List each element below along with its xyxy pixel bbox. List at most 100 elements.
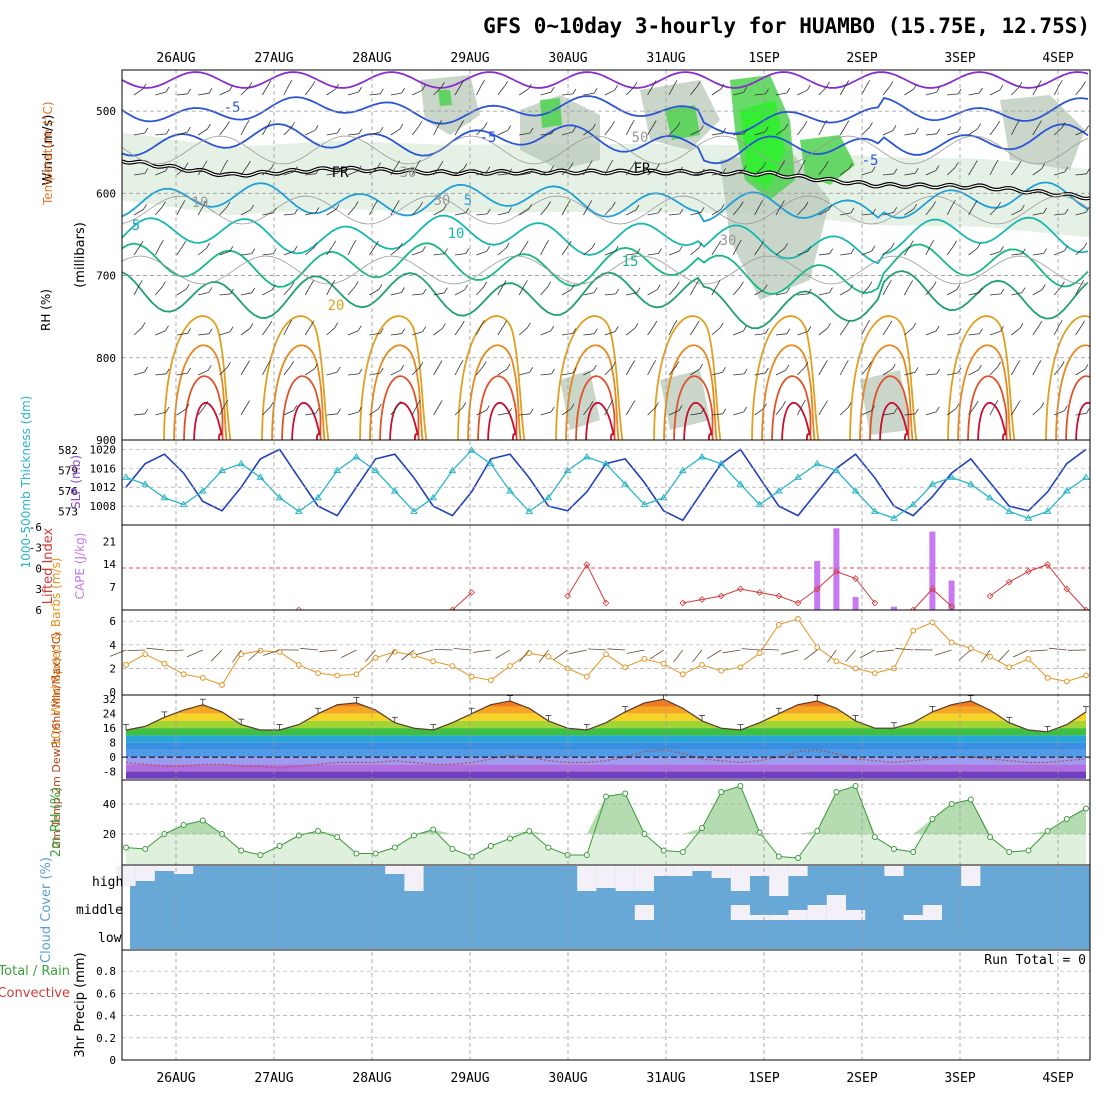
wind-speed-marker bbox=[487, 677, 494, 684]
wind-barb bbox=[133, 173, 145, 176]
wind-barb-flag bbox=[593, 328, 598, 334]
wind-barb-flag bbox=[267, 80, 272, 86]
wind-barb bbox=[733, 330, 744, 336]
wind-barb-flag bbox=[421, 85, 426, 91]
wind-barb-flag bbox=[528, 204, 532, 210]
contour-label: 15 bbox=[622, 254, 639, 270]
wind-speed-marker bbox=[468, 673, 475, 680]
cloud-middle-bar bbox=[903, 915, 923, 920]
contour-label: FR bbox=[634, 161, 651, 177]
thickness-marker bbox=[294, 507, 303, 514]
wind-barb-flag bbox=[251, 287, 256, 294]
wind-barb-flag bbox=[227, 361, 231, 368]
thickness-marker bbox=[371, 466, 380, 474]
wind-barb-flag bbox=[267, 359, 271, 366]
wind-barb-flag bbox=[866, 319, 870, 326]
wind-barb bbox=[133, 88, 144, 96]
precip-frame bbox=[121, 949, 1091, 1061]
temp-band bbox=[126, 720, 1086, 729]
wind-barb-flag bbox=[631, 360, 636, 366]
date-label: 3SEP bbox=[944, 1071, 975, 1086]
wind-barb bbox=[583, 205, 590, 216]
wind-barb bbox=[176, 288, 187, 296]
wind-barb bbox=[925, 330, 937, 336]
wind-barb-flag bbox=[208, 328, 213, 334]
wind-barb-flag bbox=[868, 281, 873, 287]
date-label: 4SEP bbox=[1042, 1071, 1073, 1086]
wind-barb-flag bbox=[589, 400, 594, 407]
wind-speed-marker bbox=[1063, 678, 1070, 685]
temp-band bbox=[126, 735, 1086, 743]
isotherm-30 bbox=[565, 344, 620, 440]
wind-barb bbox=[925, 133, 937, 136]
wind-barb-flag bbox=[569, 162, 574, 168]
cloud-middle-bar bbox=[807, 905, 827, 920]
rh-marker bbox=[487, 843, 494, 849]
surface-wind-barb bbox=[626, 649, 645, 654]
surface-wind-barb bbox=[146, 647, 165, 651]
wind-barb-flag bbox=[636, 248, 641, 254]
surface-wind-barb bbox=[780, 649, 799, 655]
rh-saturated-patch bbox=[740, 100, 785, 190]
wind-barb-flag bbox=[695, 280, 700, 286]
wind-speed-marker bbox=[411, 652, 417, 659]
wind-barb bbox=[176, 332, 188, 336]
wind-barb bbox=[262, 325, 270, 336]
wind-barb bbox=[947, 333, 959, 336]
wind-barb bbox=[390, 165, 397, 176]
wind-barb-flag bbox=[379, 367, 384, 374]
wind-barb bbox=[155, 245, 161, 256]
wind-barb bbox=[861, 85, 868, 96]
wind-barb bbox=[412, 293, 424, 296]
isotherm-20-green bbox=[122, 270, 1089, 330]
wind-barb bbox=[861, 171, 873, 176]
wind-barb-flag bbox=[486, 405, 490, 411]
lifted-index-marker bbox=[1044, 561, 1051, 568]
wind-barb bbox=[647, 325, 655, 336]
cloud-level-low: low bbox=[98, 931, 122, 946]
wind-barb-flag bbox=[673, 319, 678, 326]
thickness-line bbox=[125, 449, 1087, 519]
wind-barb bbox=[433, 328, 443, 336]
wind-barb-flag bbox=[527, 322, 531, 328]
cape-bar bbox=[852, 596, 859, 610]
wind-barb-flag bbox=[909, 240, 914, 246]
surface-wind-barb bbox=[385, 649, 396, 663]
rh-marker bbox=[583, 852, 590, 858]
lifted-index-marker bbox=[1082, 606, 1090, 610]
wind-barb-flag bbox=[912, 322, 917, 329]
surface-wind-barb bbox=[980, 649, 991, 663]
wind-barb-flag bbox=[160, 239, 164, 246]
wind-barb-flag bbox=[162, 281, 166, 287]
rh-marker bbox=[353, 850, 360, 857]
temp-band bbox=[126, 771, 1086, 779]
wind-barb-flag bbox=[673, 80, 678, 86]
wind-barb bbox=[198, 292, 209, 296]
wind-barb-flag bbox=[401, 328, 406, 334]
wind-barb-flag bbox=[438, 119, 443, 126]
convective-legend: Convective bbox=[0, 986, 70, 1001]
rh-marker bbox=[775, 853, 782, 860]
temp-tick-label: -8 bbox=[103, 766, 116, 779]
precip-tick-label: 0.2 bbox=[96, 1032, 116, 1045]
wind-barb-flag bbox=[444, 248, 448, 254]
cloud-high-bar bbox=[673, 866, 693, 876]
temp-band bbox=[126, 764, 1086, 772]
wind-barb-flag bbox=[636, 287, 641, 293]
wind-barb-flag bbox=[547, 201, 551, 207]
wind-barb bbox=[882, 412, 894, 416]
wind-barb-flag bbox=[439, 160, 444, 167]
wind-barb-flag bbox=[358, 406, 362, 413]
wind-barb-flag bbox=[615, 288, 620, 295]
wind-barb bbox=[176, 408, 187, 416]
wind-barb-flag bbox=[418, 121, 423, 127]
wind-barb-flag bbox=[1081, 320, 1085, 327]
surface-wind-barb bbox=[934, 649, 952, 656]
wind-barb bbox=[711, 88, 722, 96]
wind-barb bbox=[711, 132, 723, 136]
thickness-marker bbox=[832, 466, 841, 474]
wind-barb-flag bbox=[395, 200, 400, 206]
wind-barb bbox=[861, 127, 870, 136]
wind-barb bbox=[176, 131, 188, 136]
contour-label: -5 bbox=[480, 130, 497, 146]
